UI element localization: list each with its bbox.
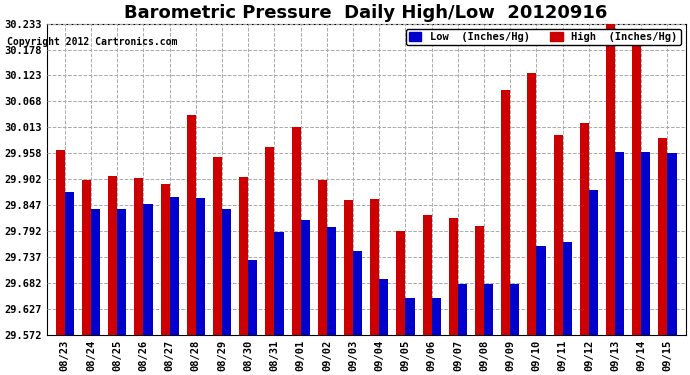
Bar [615,152,624,335]
Bar [301,220,310,335]
Bar [82,180,91,335]
Bar [56,150,65,335]
Bar [117,209,126,335]
Bar [248,260,257,335]
Bar [580,123,589,335]
Bar [527,73,537,335]
Legend: Low  (Inches/Hg), High  (Inches/Hg): Low (Inches/Hg), High (Inches/Hg) [406,29,680,45]
Bar [161,184,170,335]
Bar [239,177,248,335]
Bar [553,135,562,335]
Bar [422,215,432,335]
Bar [170,197,179,335]
Bar [370,199,380,335]
Bar [135,178,144,335]
Bar [275,232,284,335]
Bar [484,284,493,335]
Bar [108,176,117,335]
Bar [475,226,484,335]
Bar [144,204,152,335]
Bar [589,190,598,335]
Title: Barometric Pressure  Daily High/Low  20120916: Barometric Pressure Daily High/Low 20120… [124,4,608,22]
Bar [327,228,336,335]
Text: Copyright 2012 Cartronics.com: Copyright 2012 Cartronics.com [7,37,177,47]
Bar [667,153,677,335]
Bar [196,198,205,335]
Bar [65,192,74,335]
Bar [222,209,231,335]
Bar [380,279,388,335]
Bar [537,246,546,335]
Bar [187,116,196,335]
Bar [632,44,641,335]
Bar [266,147,275,335]
Bar [213,157,222,335]
Bar [562,242,572,335]
Bar [317,180,327,335]
Bar [396,231,406,335]
Bar [458,284,467,335]
Bar [291,127,301,335]
Bar [658,138,667,335]
Bar [501,90,511,335]
Bar [353,251,362,335]
Bar [344,200,353,335]
Bar [432,298,441,335]
Bar [641,152,651,335]
Bar [91,209,100,335]
Bar [606,21,615,335]
Bar [511,284,520,335]
Bar [448,218,458,335]
Bar [406,298,415,335]
